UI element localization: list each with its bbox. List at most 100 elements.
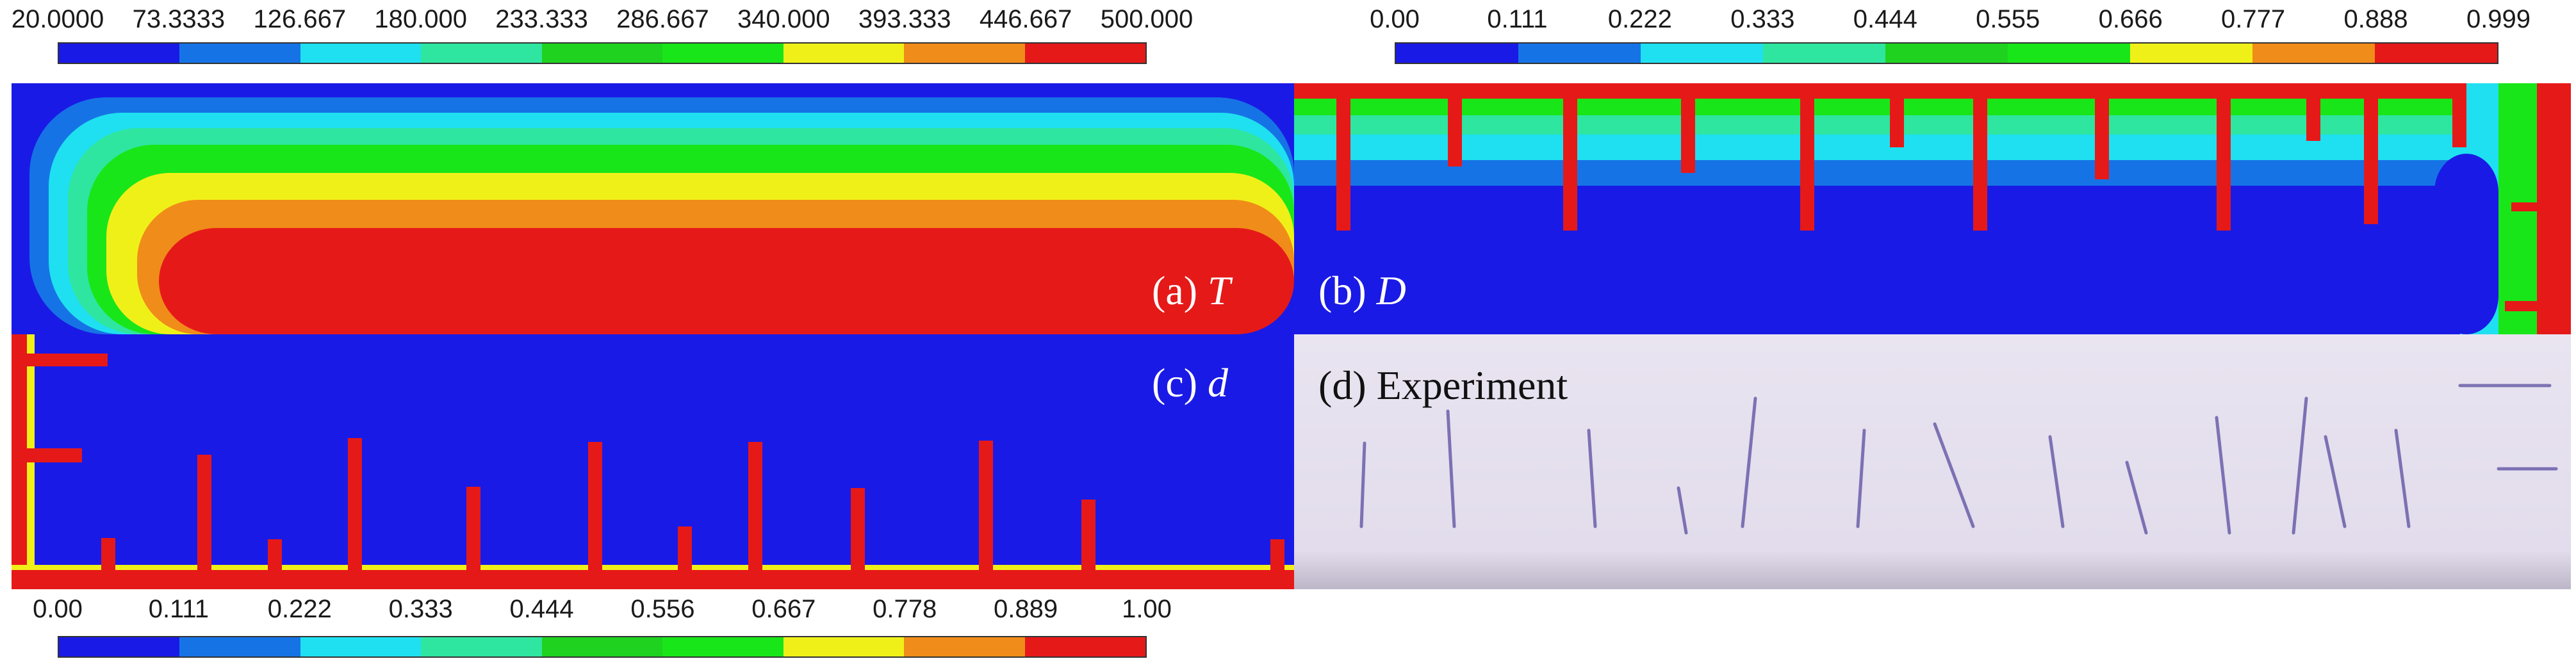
colorbar-tick-label: 0.111 <box>148 595 209 623</box>
colorbar-damage-D-labels: 0.00 0.111 0.222 0.333 0.444 0.555 0.666 0.777 0… <box>1307 3 2576 36</box>
colorbar-segment <box>179 637 300 656</box>
d-side-crack-1 <box>12 354 108 366</box>
colorbar-segment <box>1885 44 2008 63</box>
colorbar-segment <box>783 44 905 63</box>
D-side-crack-2 <box>2505 301 2571 311</box>
colorbar-damage-D-bar <box>1395 42 2498 64</box>
colorbar-segment <box>421 44 542 63</box>
colorbar-segment <box>59 637 180 656</box>
panel-d-label: (d) Experiment <box>1318 363 1568 408</box>
exp-crack <box>2048 435 2065 528</box>
panel-c-variable: d <box>1208 360 1229 405</box>
D-crack <box>1890 83 1904 147</box>
colorbar-segment <box>2252 44 2375 63</box>
colorbar-segment <box>541 637 663 656</box>
colorbar-tick-label: 0.888 <box>2343 5 2408 33</box>
exp-crack <box>2125 460 2148 535</box>
panel-damage-D: (b) D <box>1294 83 2571 334</box>
colorbar-temperature-bar <box>58 42 1147 64</box>
D-crack <box>1448 83 1462 167</box>
d-crack <box>588 442 602 570</box>
d-cracks <box>101 438 1284 570</box>
colorbar-tick-label: 233.333 <box>495 5 588 33</box>
colorbar-segment <box>421 637 542 656</box>
colorbar-segment <box>59 44 180 63</box>
band-7 <box>159 228 1294 334</box>
exp-crack <box>1677 486 1688 535</box>
D-corner-blue <box>2434 154 2498 334</box>
colorbar-tick-label: 0.667 <box>751 595 816 623</box>
colorbar-segment <box>1024 44 1145 63</box>
colorbar-segment <box>300 637 422 656</box>
d-crack <box>1081 500 1095 570</box>
D-crack <box>2217 83 2231 231</box>
colorbar-damage-D: 0.00 0.111 0.222 0.333 0.444 0.555 0.666 0.777 0… <box>1307 0 2576 70</box>
colorbar-tick-label: 393.333 <box>858 5 951 33</box>
colorbar-tick-label: 0.222 <box>1607 5 1672 33</box>
colorbar-segment <box>904 44 1025 63</box>
exp-crack <box>2292 396 2308 535</box>
colorbar-segment <box>783 637 905 656</box>
colorbar-temperature-labels: 20.0000 73.3333 126.667 180.000 233.333 286.6… <box>0 3 1194 36</box>
panel-experiment: (d) Experiment <box>1294 334 2571 589</box>
exp-crack <box>1741 396 1757 528</box>
panel-a-variable: T <box>1208 268 1231 313</box>
colorbar-tick-label: 500.000 <box>1100 5 1194 33</box>
colorbar-tick-label: 0.889 <box>994 595 1058 623</box>
D-top-red <box>1294 83 2571 99</box>
colorbar-segment <box>1024 637 1145 656</box>
exp-crack <box>2215 416 2231 535</box>
colorbar-segment <box>662 44 783 63</box>
panel-a-prefix: (a) <box>1152 268 1208 313</box>
exp-crack <box>1359 441 1366 528</box>
exp-crack <box>1933 422 1975 528</box>
colorbar-tick-label: 0.777 <box>2221 5 2286 33</box>
colorbar-segment <box>1763 44 1885 63</box>
colorbar-damage-d: 0.00 0.111 0.222 0.333 0.444 0.556 0.667 0.778 0… <box>0 592 1172 668</box>
d-crack <box>748 442 762 570</box>
colorbar-tick-label: 0.222 <box>267 595 332 623</box>
colorbar-tick-label: 0.555 <box>1976 5 2040 33</box>
colorbar-segment <box>904 637 1025 656</box>
D-crack <box>1973 83 1987 231</box>
colorbar-tick-label: 0.333 <box>388 595 453 623</box>
d-crack <box>851 488 865 570</box>
colorbar-tick-label: 1.00 <box>1122 595 1172 623</box>
colorbar-tick-label: 0.444 <box>1853 5 1917 33</box>
damage-d-field <box>12 334 1294 589</box>
D-crack <box>2364 83 2378 224</box>
D-cracks <box>1336 83 2466 231</box>
panel-b-prefix: (b) <box>1318 268 1377 313</box>
D-crack <box>1563 83 1577 231</box>
exp-crack <box>1856 428 1866 528</box>
D-crack <box>1336 83 1350 231</box>
colorbar-tick-label: 180.000 <box>374 5 467 33</box>
colorbar-tick-label: 0.666 <box>2098 5 2163 33</box>
d-bottom-red <box>12 570 1294 589</box>
panel-damage-d: (c) d <box>12 334 1294 589</box>
D-side-crack-1 <box>2511 202 2571 211</box>
panel-b-variable: D <box>1376 268 1406 313</box>
colorbar-segment <box>2375 44 2497 63</box>
panel-a-label: (a) T <box>1152 270 1231 311</box>
specimen-surface <box>1294 334 2571 589</box>
colorbar-tick-label: 340.000 <box>737 5 830 33</box>
colorbar-tick-label: 0.556 <box>630 595 695 623</box>
colorbar-segment <box>1518 44 1641 63</box>
exp-crack <box>2324 435 2347 528</box>
experiment-photo <box>1294 334 2571 589</box>
d-crack <box>678 526 692 570</box>
exp-crack <box>1446 409 1456 528</box>
d-crack <box>979 441 993 570</box>
colorbar-tick-label: 0.00 <box>1370 5 1420 33</box>
d-bottom-yellow <box>12 565 1294 570</box>
experiment-cracks <box>1359 384 2558 535</box>
colorbar-segment <box>662 637 783 656</box>
panel-temperature: (a) T <box>12 83 1294 334</box>
panel-b-label: (b) D <box>1318 270 1406 311</box>
D-crack <box>2306 83 2320 141</box>
D-crack <box>2095 83 2109 179</box>
colorbar-tick-label: 73.3333 <box>132 5 226 33</box>
d-crack <box>268 539 282 570</box>
D-crack <box>1800 83 1814 231</box>
